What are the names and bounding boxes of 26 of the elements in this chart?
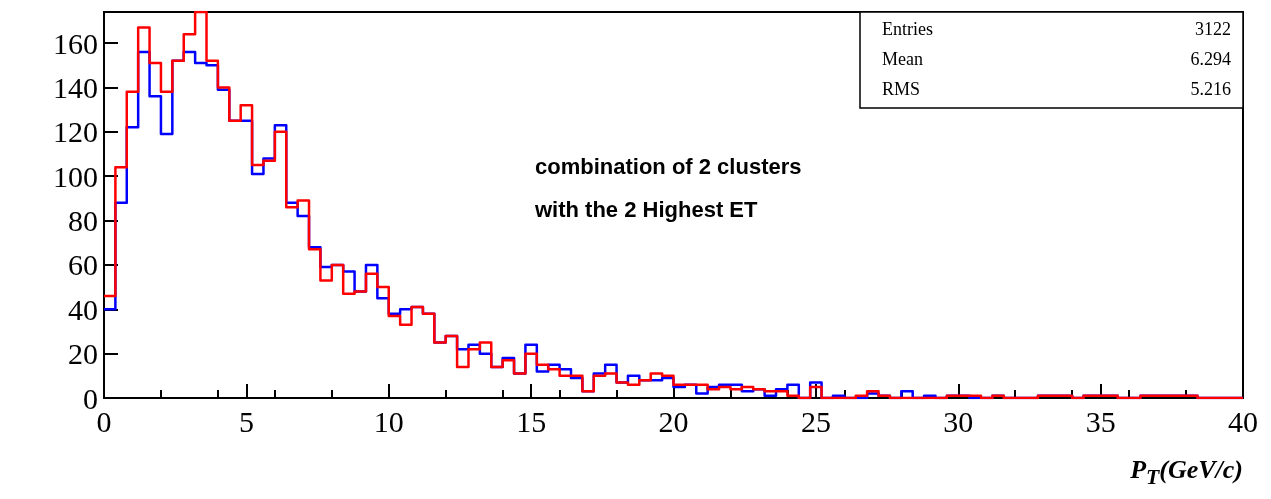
x-tick-label: 15 xyxy=(516,404,547,438)
x-tick-label: 5 xyxy=(238,404,254,438)
x-axis-title: P$_{T}$(GeV/c) xyxy=(1130,455,1243,491)
x-tick-label: 30 xyxy=(943,404,974,438)
annotation: 6.294 xyxy=(1190,49,1231,69)
y-tick-label: 20 xyxy=(68,337,98,371)
y-tick-label: 60 xyxy=(68,248,98,282)
annotation: combination of 2 clusters xyxy=(535,153,802,179)
y-tick-label: 140 xyxy=(53,70,98,104)
x-tick-label: 10 xyxy=(373,404,404,438)
y-tick-label: 40 xyxy=(68,292,98,326)
y-tick-label: 100 xyxy=(53,159,98,193)
annotation: Mean xyxy=(882,49,923,69)
x-tick-label: 20 xyxy=(658,404,689,438)
y-tick-label: 120 xyxy=(53,115,98,149)
y-tick-label: 80 xyxy=(68,204,98,238)
x-tick-label: 35 xyxy=(1085,404,1116,438)
annotation: 3122 xyxy=(1195,19,1231,39)
annotation: with the 2 Highest ET xyxy=(534,196,759,222)
y-tick-label: 160 xyxy=(53,26,98,60)
annotation: 5.216 xyxy=(1190,79,1231,99)
annotation: Entries xyxy=(882,19,933,39)
annotation: RMS xyxy=(882,79,921,99)
x-tick-label: 25 xyxy=(800,404,831,438)
y-tick-label: 0 xyxy=(83,381,98,415)
x-tick-label: 40 xyxy=(1228,404,1258,438)
